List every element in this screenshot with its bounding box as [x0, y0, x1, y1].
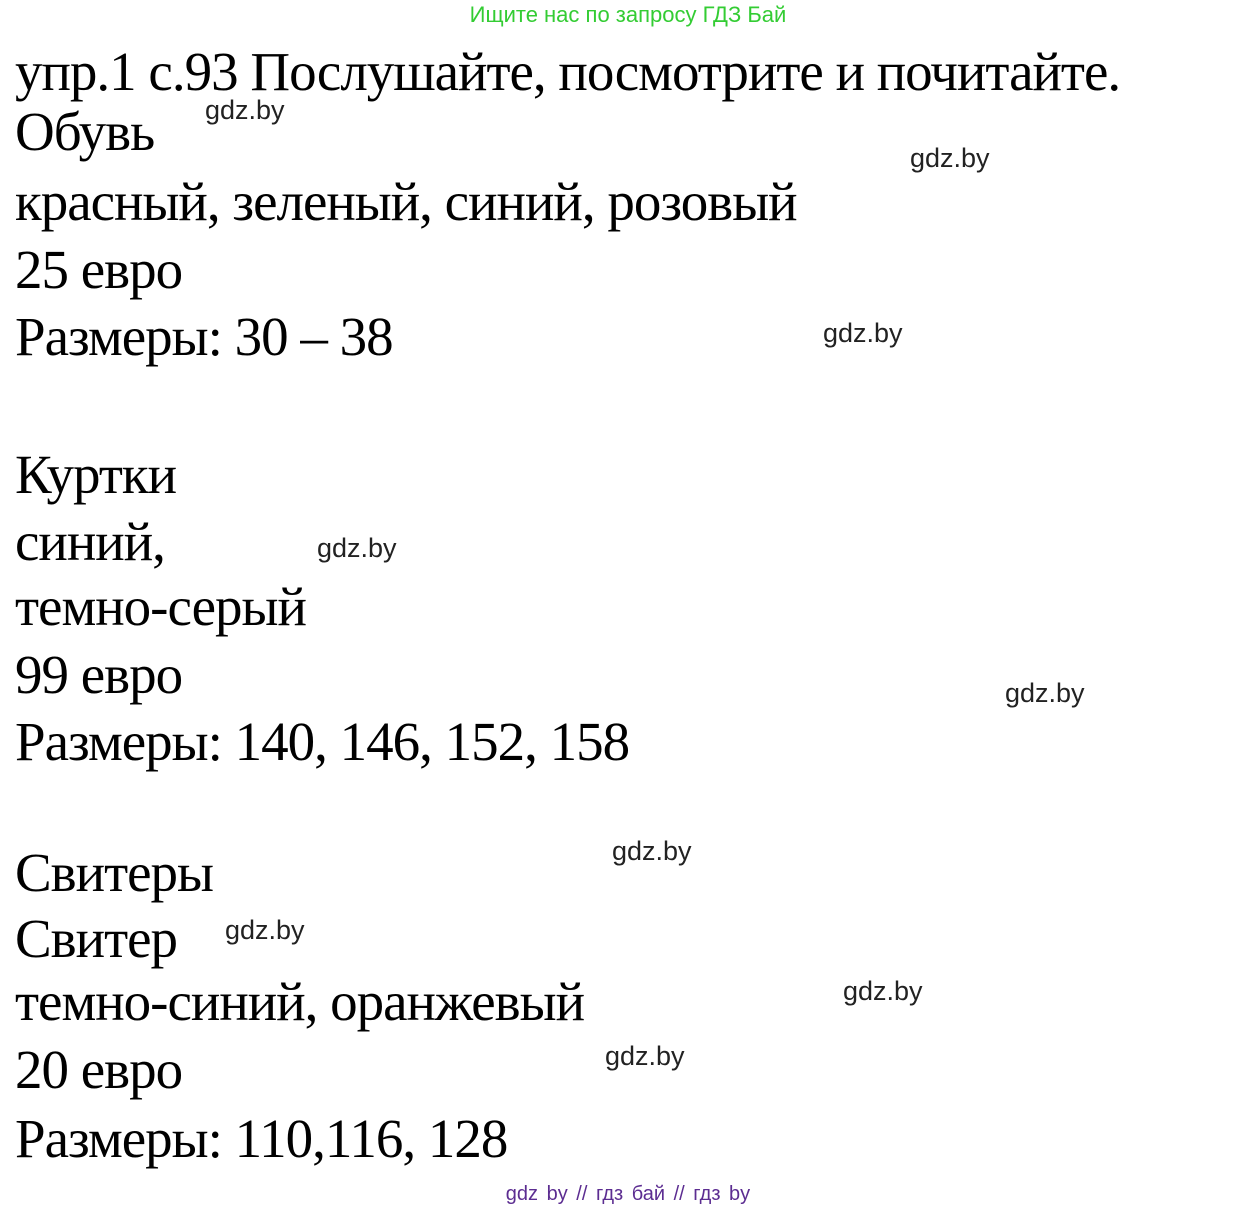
gdz-watermark: gdz.by — [317, 533, 397, 563]
footer-links: gdz by // гдз бай // гдз by — [505, 1183, 751, 1205]
sweaters-item: Свитер — [15, 908, 178, 969]
sweaters-sizes: Размеры: 110,116, 128 — [15, 1108, 508, 1169]
jackets-color-2: темно-серый — [15, 576, 307, 637]
jackets-price: 99 евро — [15, 644, 183, 705]
gdz-watermark: gdz.by — [910, 143, 990, 173]
gdz-watermark: gdz.by — [843, 976, 923, 1006]
gdz-watermark: gdz.by — [823, 318, 903, 348]
sweaters-price: 20 евро — [15, 1039, 183, 1100]
gdz-watermark: gdz.by — [1005, 678, 1085, 708]
exercise-title: упр.1 с.93 Послушайте, посмотрите и почи… — [15, 41, 1121, 102]
gdz-watermark: gdz.by — [605, 1041, 685, 1071]
gdz-watermark: gdz.by — [205, 95, 285, 125]
sweaters-heading: Свитеры — [15, 842, 214, 903]
shoes-sizes: Размеры: 30 – 38 — [15, 306, 394, 367]
jackets-heading: Куртки — [15, 444, 177, 505]
jackets-color-1: синий, — [15, 511, 166, 572]
shoes-colors: красный, зеленый, синий, розовый — [15, 171, 798, 232]
sweaters-colors: темно-синий, оранжевый — [15, 971, 585, 1032]
gdz-watermark: gdz.by — [225, 915, 305, 945]
shoes-heading: Обувь — [15, 101, 155, 162]
shoes-price: 25 евро — [15, 239, 183, 300]
promo-header: Ищите нас по запросу ГДЗ Бай — [469, 2, 787, 27]
jackets-sizes: Размеры: 140, 146, 152, 158 — [15, 711, 630, 772]
gdz-watermark: gdz.by — [612, 836, 692, 866]
